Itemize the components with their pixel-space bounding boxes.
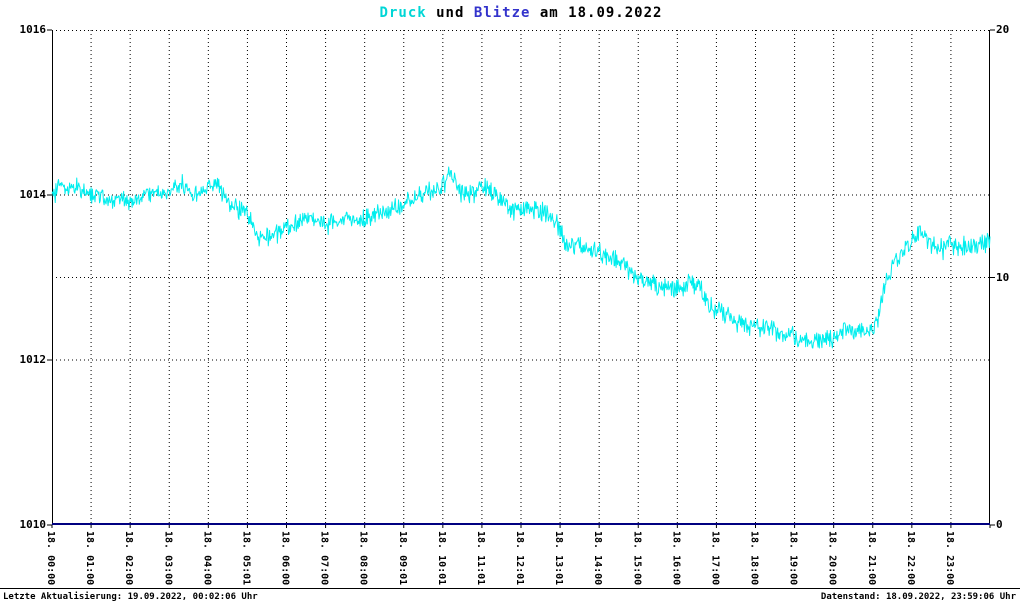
x-axis-tick-label: 18. 23:00: [943, 531, 955, 586]
x-axis-tick-label: 18. 16:00: [670, 531, 682, 586]
x-axis-tick-label: 18. 05:01: [240, 531, 252, 586]
x-axis-tick-label: 18. 11:01: [474, 531, 486, 586]
x-axis-tick-label: 18. 01:00: [84, 531, 96, 586]
plot-area: [47, 29, 995, 528]
x-axis-tick-label: 18. 06:00: [279, 531, 291, 586]
left-axis-tick-label: 1014: [19, 188, 47, 201]
x-axis-tick-label: 18. 04:00: [201, 531, 213, 586]
x-axis-tick-label: 18. 00:00: [45, 531, 56, 586]
x-axis-tick-label: 18. 08:00: [357, 531, 369, 586]
title-blitze: Blitze: [473, 5, 531, 21]
title-date: am 18.09.2022: [530, 5, 663, 21]
page-title: Druck und Blitze am 18.09.2022: [52, 5, 990, 21]
left-axis-tick-label: 1012: [19, 353, 47, 366]
x-axis-tick-label: 18. 03:00: [162, 531, 174, 586]
x-axis-tick-label: 18. 09:01: [396, 531, 408, 586]
left-axis-tick-label: 1016: [19, 23, 47, 36]
title-druck: Druck: [379, 5, 427, 21]
footer-last-update: Letzte Aktualisierung: 19.09.2022, 00:02…: [3, 592, 258, 602]
right-axis-tick-label: 20: [996, 23, 1010, 36]
footer-bar: Letzte Aktualisierung: 19.09.2022, 00:02…: [0, 588, 1020, 606]
right-axis-tick-label: 0: [996, 518, 1003, 531]
x-axis-tick-label: 18. 19:00: [787, 531, 799, 586]
x-axis-tick-label: 18. 12:01: [514, 531, 525, 586]
x-axis-tick-label: 18. 07:00: [318, 531, 330, 586]
x-axis-tick-label: 18. 15:00: [631, 531, 643, 586]
x-axis-tick-label: 18. 02:00: [123, 531, 135, 586]
x-axis-tick-label: 18. 18:00: [748, 531, 760, 586]
pressure-lightning-chart: [47, 29, 995, 528]
title-und: und: [426, 5, 474, 21]
x-axis-tick-label: 18. 21:00: [865, 531, 877, 586]
x-axis-tick-label: 18. 13:01: [553, 531, 565, 586]
footer-data-state: Datenstand: 18.09.2022, 23:59:06 Uhr: [820, 592, 1016, 602]
x-axis-tick-label: 18. 17:00: [709, 531, 721, 586]
x-axis-tick-label: 18. 20:00: [826, 531, 838, 586]
x-axis-tick-label: 18. 10:01: [435, 531, 447, 586]
x-axis-tick-label: 18. 22:00: [904, 531, 916, 586]
pressure-line: [51, 166, 991, 349]
x-axis-tick-label: 18. 14:00: [592, 531, 604, 586]
left-axis-tick-label: 1010: [19, 518, 47, 531]
right-axis-tick-label: 10: [996, 270, 1010, 284]
